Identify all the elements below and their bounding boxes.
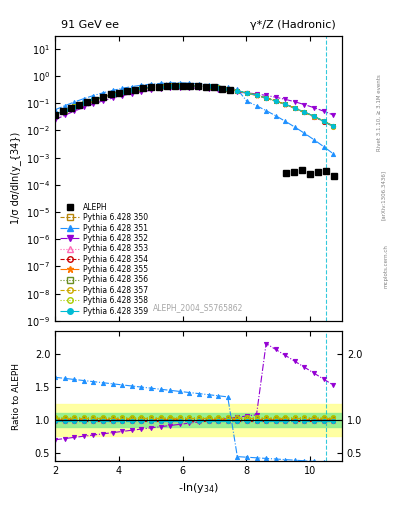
X-axis label: -ln(y$_{34}$): -ln(y$_{34}$) <box>178 481 219 495</box>
Text: 91 GeV ee: 91 GeV ee <box>61 20 119 30</box>
Legend: ALEPH, Pythia 6.428 350, Pythia 6.428 351, Pythia 6.428 352, Pythia 6.428 353, P: ALEPH, Pythia 6.428 350, Pythia 6.428 35… <box>59 201 150 317</box>
Text: mcplots.cern.ch: mcplots.cern.ch <box>384 244 388 288</box>
Y-axis label: Ratio to ALEPH: Ratio to ALEPH <box>11 362 20 430</box>
Text: Rivet 3.1.10, ≥ 3.1M events: Rivet 3.1.10, ≥ 3.1M events <box>377 74 382 151</box>
Text: [arXiv:1306.3436]: [arXiv:1306.3436] <box>381 169 386 220</box>
Text: ALEPH_2004_S5765862: ALEPH_2004_S5765862 <box>153 303 244 312</box>
Bar <box>55 403 342 436</box>
Text: γ*/Z (Hadronic): γ*/Z (Hadronic) <box>250 20 336 30</box>
Y-axis label: 1/σ dσ/dln(y_{34}): 1/σ dσ/dln(y_{34}) <box>10 132 20 224</box>
Bar <box>55 414 342 426</box>
